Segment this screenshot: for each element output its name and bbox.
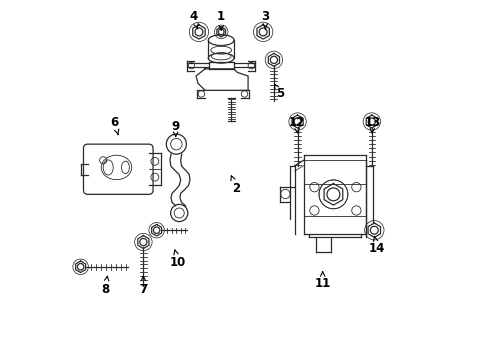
Text: 5: 5 (274, 84, 284, 100)
Text: 1: 1 (217, 10, 225, 30)
Text: 9: 9 (171, 120, 180, 136)
Text: 8: 8 (101, 276, 109, 296)
Text: 13: 13 (364, 116, 380, 133)
Text: 10: 10 (170, 250, 186, 269)
Text: 6: 6 (110, 116, 119, 135)
Text: 2: 2 (230, 176, 240, 195)
Text: 4: 4 (189, 10, 198, 29)
Text: 7: 7 (139, 276, 147, 296)
Text: 11: 11 (314, 271, 330, 291)
Text: 3: 3 (261, 10, 269, 29)
Text: 12: 12 (288, 116, 304, 133)
Text: 14: 14 (368, 236, 385, 255)
